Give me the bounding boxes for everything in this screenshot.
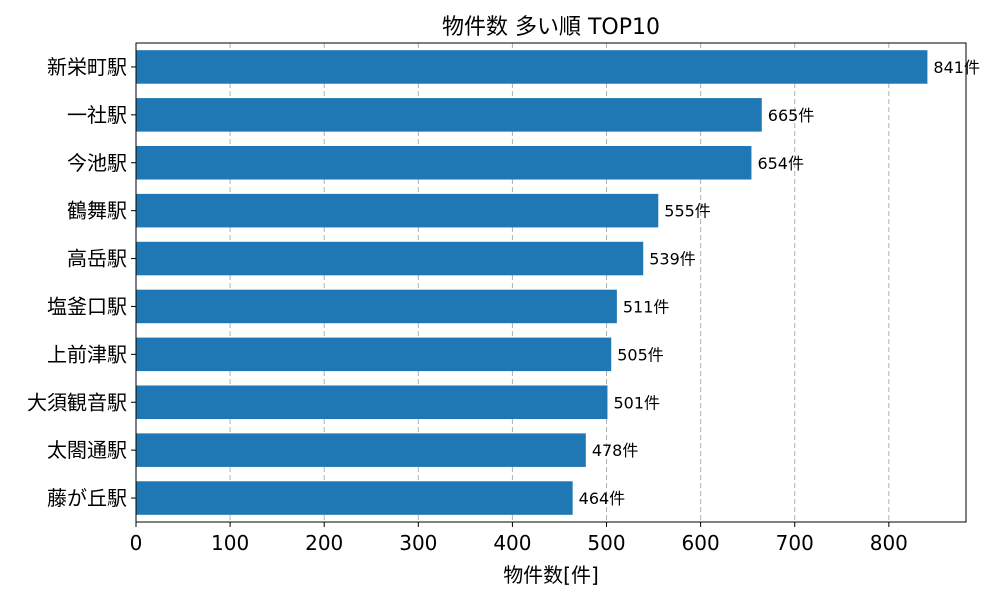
x-axis-label: 物件数[件]	[503, 563, 599, 587]
x-tick-label: 100	[211, 531, 249, 555]
x-tick-label: 400	[493, 531, 531, 555]
category-label: 高岳駅	[67, 247, 127, 271]
bars	[136, 50, 928, 515]
category-label: 新栄町駅	[47, 55, 127, 79]
plot-frame	[135, 42, 967, 523]
bar	[136, 98, 762, 132]
data-label: 511件	[623, 297, 670, 316]
data-label: 665件	[768, 106, 815, 125]
x-tick-label: 300	[399, 531, 437, 555]
category-label: 鶴舞駅	[67, 199, 127, 223]
x-tick-label: 800	[870, 531, 908, 555]
category-label: 藤が丘駅	[47, 486, 127, 510]
bar	[136, 433, 586, 467]
category-label: 塩釜口駅	[47, 294, 127, 318]
bar	[136, 193, 659, 228]
bar	[136, 50, 928, 84]
x-tick-label: 500	[587, 531, 625, 555]
category-label: 大須観音駅	[27, 390, 127, 414]
category-label: 太閤通駅	[47, 438, 127, 462]
bar	[136, 241, 644, 276]
x-tick-label: 200	[305, 531, 343, 555]
data-label: 505件	[617, 345, 664, 364]
data-label: 539件	[649, 250, 696, 269]
bar	[136, 385, 608, 420]
x-tick-label: 600	[682, 531, 720, 555]
axis-ticks: 0 100 200 300 400 500 600 700 800	[130, 66, 908, 555]
category-label: 今池駅	[67, 151, 127, 175]
chart-title: 物件数 多い順 TOP10	[442, 15, 660, 40]
data-label: 654件	[757, 154, 804, 173]
category-label: 上前津駅	[47, 342, 127, 366]
bar	[136, 145, 752, 180]
bar	[136, 289, 617, 324]
data-label: 464件	[579, 489, 626, 508]
data-label: 841件	[933, 58, 980, 77]
data-label: 555件	[664, 202, 711, 221]
bar	[136, 337, 612, 372]
data-labels: 841件 665件 654件 555件 539件 511件 505件 501件 478件 464件	[579, 58, 980, 508]
x-tick-label: 700	[776, 531, 814, 555]
data-label: 478件	[592, 441, 639, 460]
x-tick-label: 0	[130, 531, 143, 555]
data-label: 501件	[613, 393, 660, 412]
bar	[136, 481, 573, 515]
category-label: 一社駅	[67, 103, 127, 127]
